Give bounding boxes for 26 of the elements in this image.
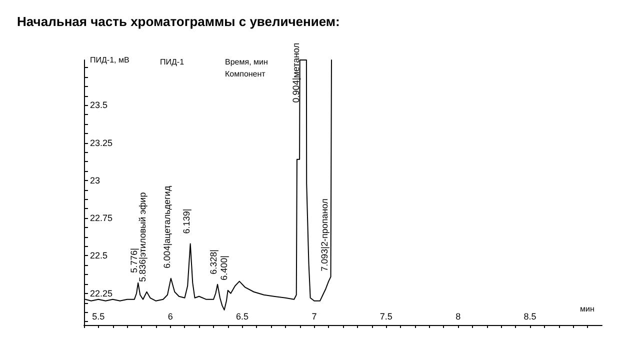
x-tick-label: 8	[456, 312, 461, 322]
x-axis-title: мин	[580, 304, 594, 314]
annotation: 5.776|	[129, 248, 140, 273]
x-tick-label: 5.5	[92, 312, 105, 322]
y-tick-label: 23.25	[90, 138, 113, 148]
x-tick-label: 8.5	[524, 312, 536, 322]
annotation: 7.093|2-пропанол	[320, 198, 330, 272]
x-tick-label: 6	[168, 312, 173, 322]
chart-title: Начальная часть хроматограммы с увеличением:	[17, 14, 340, 29]
y-tick-label: 22.5	[90, 250, 108, 261]
annotation: 5.836|этиловый эфир	[138, 192, 148, 282]
x-tick-label: 7	[312, 312, 317, 322]
annotation: Время, мин Компонент	[225, 58, 268, 78]
annotation: 6.139|	[181, 208, 192, 234]
annotation: 6.004|ацетальдегид	[162, 185, 172, 268]
y-tick-label: 23	[90, 175, 100, 186]
y-axis-title: ПИД-1, мВ	[90, 56, 130, 64]
annotation: ПИД-1	[160, 58, 185, 66]
x-tick-label: 6.5	[236, 312, 249, 322]
annotation: 6.328|	[208, 249, 219, 274]
y-tick-label: 22.25	[90, 288, 113, 298]
annotation: 0.904|метанол	[290, 42, 301, 103]
y-tick-label: 22.75	[90, 213, 113, 224]
y-tick-label: 23.5	[90, 100, 108, 110]
annotation: 6.400|	[218, 255, 229, 280]
x-tick-label: 7.5	[380, 312, 392, 322]
